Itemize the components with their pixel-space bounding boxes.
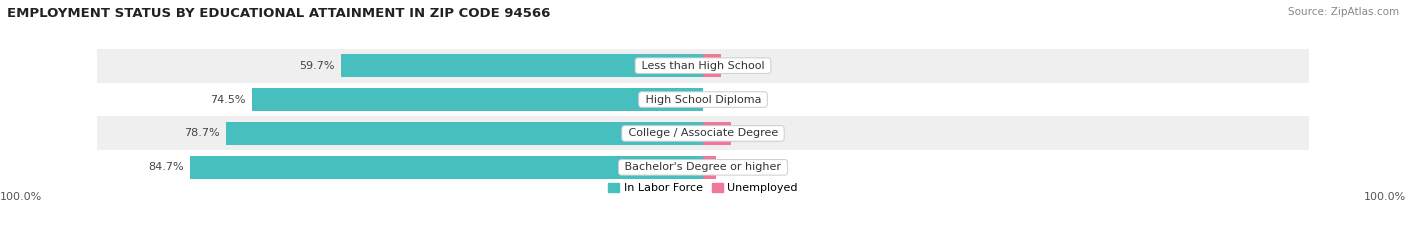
Text: 78.7%: 78.7% — [184, 128, 219, 138]
Text: EMPLOYMENT STATUS BY EDUCATIONAL ATTAINMENT IN ZIP CODE 94566: EMPLOYMENT STATUS BY EDUCATIONAL ATTAINM… — [7, 7, 550, 20]
Text: Bachelor's Degree or higher: Bachelor's Degree or higher — [621, 162, 785, 172]
Bar — [342, 54, 703, 77]
Text: 100.0%: 100.0% — [1364, 192, 1406, 202]
Text: 100.0%: 100.0% — [0, 192, 42, 202]
Bar — [226, 122, 703, 145]
Text: 59.7%: 59.7% — [299, 61, 335, 71]
Text: 2.9%: 2.9% — [727, 61, 755, 71]
Legend: In Labor Force, Unemployed: In Labor Force, Unemployed — [603, 178, 803, 197]
Text: Source: ZipAtlas.com: Source: ZipAtlas.com — [1288, 7, 1399, 17]
Bar — [97, 83, 1309, 116]
Bar — [703, 122, 731, 145]
Bar — [703, 54, 721, 77]
Text: 4.7%: 4.7% — [738, 128, 766, 138]
Text: 2.2%: 2.2% — [723, 162, 751, 172]
Text: College / Associate Degree: College / Associate Degree — [624, 128, 782, 138]
Text: High School Diploma: High School Diploma — [641, 95, 765, 105]
Bar — [97, 116, 1309, 150]
Text: Less than High School: Less than High School — [638, 61, 768, 71]
Text: 74.5%: 74.5% — [209, 95, 246, 105]
Bar — [703, 156, 716, 179]
Bar — [97, 49, 1309, 83]
Bar — [97, 150, 1309, 184]
Text: 84.7%: 84.7% — [148, 162, 184, 172]
Bar — [190, 156, 703, 179]
Text: 0.0%: 0.0% — [709, 95, 737, 105]
Bar — [252, 88, 703, 111]
